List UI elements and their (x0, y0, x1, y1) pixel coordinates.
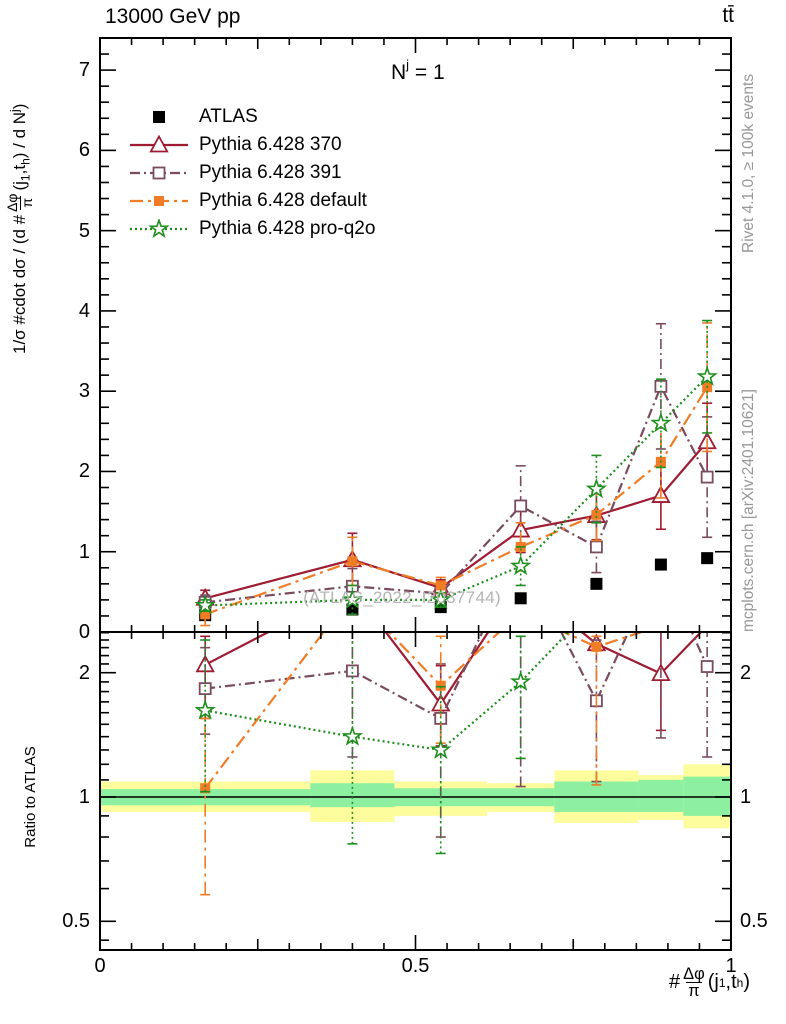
mcplots-arxiv-note: mcplots.cern.ch [arXiv:2401.10621] (740, 389, 757, 632)
process-title: tt̄ (722, 4, 734, 27)
legend-marker-p391-icon (130, 166, 188, 180)
x-tick-label: 0.5 (401, 955, 430, 977)
legend-label-pdefault: Pythia 6.428 default (199, 190, 367, 211)
main-y-axis-label: 1/σ #cdot dσ / (d # Δφ π (j1,th) / d Nj) (4, 103, 35, 354)
watermark: (ATLAS_2022_I2037744) (303, 588, 501, 607)
njet-annotation-base: N (391, 61, 407, 84)
ratio-y-tick-label-left: 0.5 (62, 910, 90, 933)
ratio-y-tick-label-right: 2 (740, 661, 752, 684)
x-tick-label: 0 (94, 955, 106, 977)
ratio-y-tick-label-left: 2 (78, 661, 90, 684)
main-y-tick-label: 7 (78, 59, 90, 82)
main-y-tick-label: 2 (78, 460, 90, 483)
legend-entry-pq2o: Pythia 6.428 pro-q2o (128, 215, 375, 243)
main-y-tick-label: 3 (78, 380, 90, 403)
main-y-tick-label: 0 (78, 621, 90, 643)
x-axis-label: # Δφ π (j 1 ,t h) (669, 965, 750, 1001)
legend-marker-p370-icon (130, 135, 188, 153)
dphi-over-pi-fraction: Δφ π (4, 193, 35, 212)
legend-marker-atlas-icon (153, 111, 165, 123)
njet-annotation-sup: j (406, 57, 410, 72)
legend-label-p370: Pythia 6.428 370 (199, 134, 342, 155)
beam-energy-title: 13000 GeV pp (105, 5, 241, 28)
main-y-tick-label: 6 (78, 139, 90, 162)
ratio-y-tick-label-left: 1 (78, 786, 90, 808)
main-y-tick-label: 5 (78, 219, 90, 242)
main-y-tick-label: 1 (78, 540, 90, 563)
legend-entry-pdefault: Pythia 6.428 default (128, 187, 375, 215)
legend-marker-pq2o-icon (130, 219, 188, 239)
ratio-y-tick-label-right: 1 (740, 786, 752, 808)
legend-entry-p391: Pythia 6.428 391 (128, 159, 375, 187)
rivet-version-note: Rivet 4.1.0, ≥ 100k events (740, 73, 757, 253)
main-y-tick-label: 4 (78, 299, 90, 322)
x-tick-label: 1 (725, 955, 737, 977)
legend-marker-pdefault-icon (130, 196, 188, 206)
dphi-over-pi-fraction: Δφ π (683, 965, 705, 1001)
njet-annotation: Nj = 1 (391, 57, 445, 85)
legend-label-p391: Pythia 6.428 391 (199, 162, 342, 183)
ratio-y-tick-label-right: 0.5 (740, 910, 768, 933)
ratio-y-axis-label: Ratio to ATLAS (22, 746, 39, 848)
legend-label-atlas: ATLAS (199, 106, 258, 127)
legend: ATLAS Pythia 6.428 370 Pythia 6.428 391 Pyt… (128, 103, 375, 243)
legend-label-pq2o: Pythia 6.428 pro-q2o (199, 218, 376, 239)
legend-entry-atlas: ATLAS (128, 103, 375, 131)
njet-annotation-rest: = 1 (409, 61, 445, 84)
legend-entry-p370: Pythia 6.428 370 (128, 131, 375, 159)
